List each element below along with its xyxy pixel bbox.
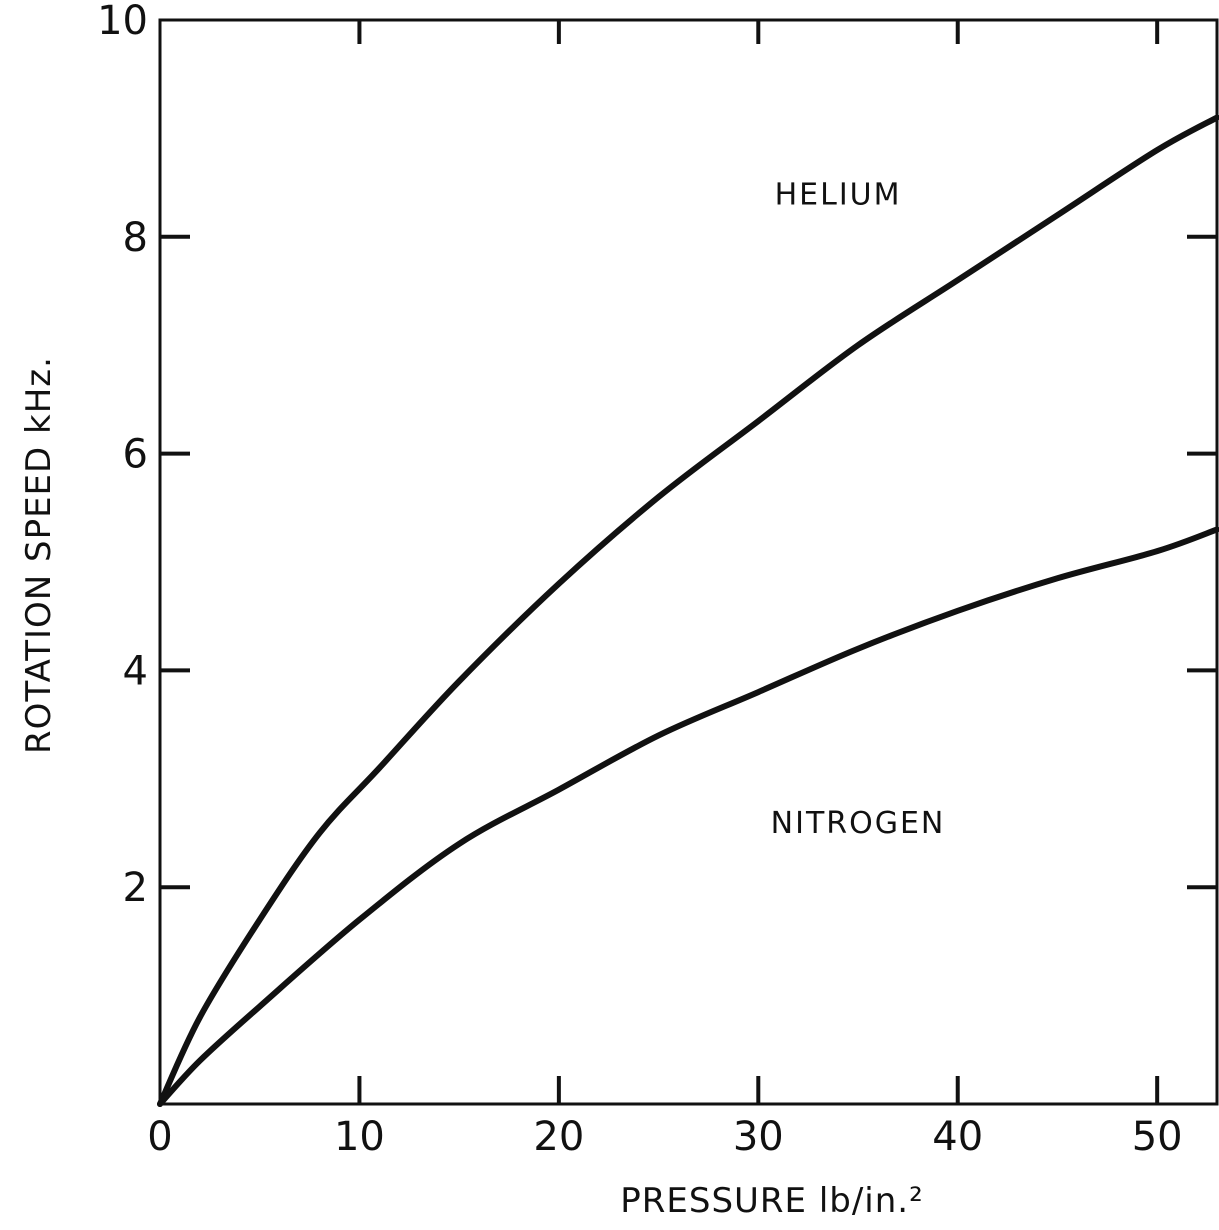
x-axis-title: PRESSURE lb/in.²: [620, 1181, 924, 1221]
y-tick-label: 2: [123, 865, 148, 911]
x-tick-label: 30: [733, 1114, 784, 1160]
x-tick-label: 50: [1132, 1114, 1183, 1160]
y-tick-label: 6: [123, 432, 148, 478]
plot-frame: [158, 18, 1219, 1106]
axis-ticks: [160, 20, 1217, 1104]
y-axis-title: ROTATION SPEED kHz.: [19, 356, 59, 754]
y-tick-label: 4: [123, 648, 148, 694]
x-tick-label: 40: [932, 1114, 983, 1160]
x-tick-label: 20: [533, 1114, 584, 1160]
tick-labels: 0 10 20 30 40 50 2 4 6 8 10: [97, 0, 1183, 1160]
series-line-helium: [157, 114, 1219, 1107]
y-tick-label: 10: [97, 0, 148, 44]
series-labels: HELIUM NITROGEN: [771, 177, 946, 841]
series-label-helium: HELIUM: [775, 177, 902, 212]
series-curves: [157, 114, 1219, 1107]
series-line-nitrogen: [157, 526, 1219, 1107]
series-label-nitrogen: NITROGEN: [771, 806, 946, 841]
x-tick-label: 0: [147, 1114, 172, 1160]
y-tick-label: 8: [123, 215, 148, 261]
x-tick-label: 10: [334, 1114, 385, 1160]
